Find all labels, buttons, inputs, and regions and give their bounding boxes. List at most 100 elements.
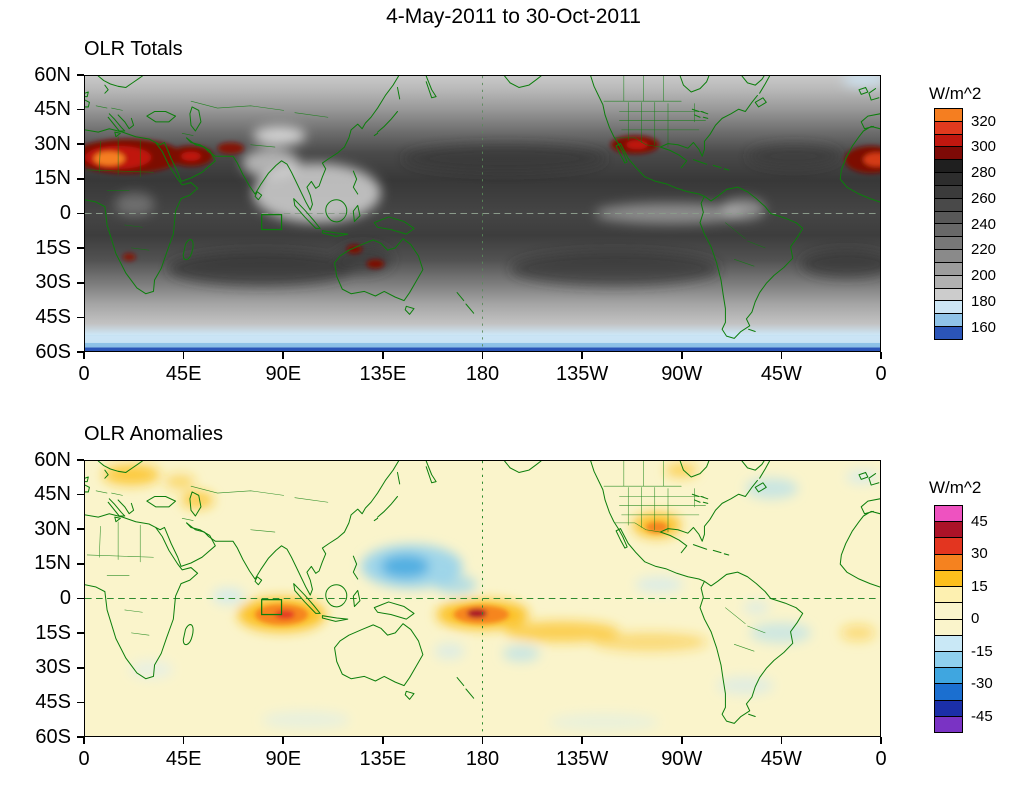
lat-tick-label: 60S xyxy=(35,340,71,363)
colorbar-tick-label: 15 xyxy=(971,577,988,595)
region-box xyxy=(261,599,283,616)
lat-tick-label: 0 xyxy=(59,202,71,224)
lat-tick-label: 30N xyxy=(34,517,71,540)
tick-mark xyxy=(77,528,84,531)
tick-mark xyxy=(77,178,84,180)
region-box xyxy=(261,214,283,231)
tick-mark xyxy=(77,563,84,565)
lon-tick-label: 90E xyxy=(265,748,302,770)
colorbar-box xyxy=(935,198,962,212)
tick-mark xyxy=(581,352,583,359)
lat-tick-label: 15S xyxy=(35,236,71,259)
figure-title: 4-May-2011 to 30-Oct-2011 xyxy=(386,5,641,28)
tick-mark xyxy=(77,247,84,249)
tick-mark xyxy=(77,74,84,76)
lon-tick-label: 180 xyxy=(465,748,500,770)
colorbar-tick-label: 240 xyxy=(971,215,997,233)
colorbar-box xyxy=(935,651,962,669)
map-olr-anomalies xyxy=(84,460,881,737)
lat-tick-label: 45N xyxy=(34,98,71,121)
lat-tick-label: 45S xyxy=(35,305,71,328)
tick-mark xyxy=(880,352,882,359)
tick-mark xyxy=(382,352,384,359)
colorbar-box xyxy=(935,134,962,148)
colorbar-tick-label: 280 xyxy=(971,164,997,181)
tick-mark xyxy=(780,737,783,744)
map-olr-totals xyxy=(84,75,881,352)
colorbar-box xyxy=(935,109,962,122)
lon-tick-label: 45E xyxy=(165,748,202,770)
lon-tick-label: 135E xyxy=(359,748,407,770)
colorbar-box xyxy=(935,570,962,588)
tick-mark xyxy=(581,737,583,744)
lon-tick-label: 135W xyxy=(556,363,609,385)
lon-tick-label: 45E xyxy=(165,363,202,385)
colorbar-tick-label: 30 xyxy=(971,545,988,562)
lat-tick-label: 30S xyxy=(35,271,71,294)
lon-tick-label: 90W xyxy=(661,748,703,770)
colorbar-tick-label: 220 xyxy=(971,241,997,259)
world-map-svg-totals xyxy=(85,76,880,351)
lat-tick-label: 15N xyxy=(34,167,71,190)
colorbar-box xyxy=(935,237,962,251)
colorbar-anomalies xyxy=(934,505,963,733)
tick-mark xyxy=(680,352,683,359)
lon-tick-label: 135E xyxy=(359,363,407,385)
colorbar-title-totals: W/m^2 xyxy=(929,84,982,103)
tick-mark xyxy=(77,316,84,319)
colorbar-box xyxy=(935,173,962,186)
tick-mark xyxy=(282,737,285,744)
lat-axis-anomalies: 60N 45N 30N 15N 0 15S 30S 45S 60S xyxy=(0,449,84,748)
colorbar-title-anomalies: W/m^2 xyxy=(929,478,982,497)
colorbar-box xyxy=(935,522,962,539)
colorbar-tick-label: 200 xyxy=(971,267,997,284)
tick-mark xyxy=(77,459,84,461)
lat-tick-label: 60S xyxy=(35,725,71,748)
tick-mark xyxy=(77,632,84,634)
tick-mark xyxy=(77,493,84,496)
colorbar-box xyxy=(935,327,962,339)
tick-mark xyxy=(83,352,85,359)
colorbar-box xyxy=(935,211,962,225)
tick-mark xyxy=(77,736,84,738)
olr-anomaly-smooth-features xyxy=(102,463,879,732)
panel-title-olr-anomalies: OLR Anomalies xyxy=(84,423,223,445)
tick-mark xyxy=(83,737,85,744)
colorbar-box xyxy=(935,554,962,571)
tick-mark xyxy=(182,352,185,359)
colorbar-box xyxy=(935,603,962,620)
lon-axis-totals: 0 45E 90E 135E 180 135W 90W 45W 0 xyxy=(78,352,887,390)
tick-mark xyxy=(77,666,84,669)
tick-mark xyxy=(77,351,84,353)
tick-mark xyxy=(77,108,84,111)
tick-mark xyxy=(780,352,783,359)
colorbar-box xyxy=(935,314,962,328)
colorbar-tick-label: -45 xyxy=(971,707,993,725)
lon-axis-anomalies: 0 45E 90E 135E 180 135W 90W 45W 0 xyxy=(78,737,887,775)
colorbar-box xyxy=(935,147,962,161)
colorbar-box xyxy=(935,301,962,315)
lon-tick-label: 90W xyxy=(661,363,703,385)
colorbar-box xyxy=(935,587,962,604)
lat-tick-label: 60N xyxy=(34,63,71,86)
lon-tick-label: 0 xyxy=(875,748,887,770)
colorbar-tick-label: -30 xyxy=(971,675,993,692)
tick-mark xyxy=(77,701,84,704)
tick-mark xyxy=(182,737,185,744)
colorbar-box xyxy=(935,275,962,289)
lat-tick-label: 45N xyxy=(34,483,71,506)
colorbar-box xyxy=(935,185,962,199)
colorbar-box xyxy=(935,684,962,701)
colorbar-box xyxy=(935,262,962,276)
tick-mark xyxy=(680,737,683,744)
tick-mark xyxy=(77,281,84,284)
lon-tick-label: 180 xyxy=(465,363,500,385)
colorbar-box xyxy=(935,668,962,685)
colorbar-box xyxy=(935,506,962,523)
world-map-svg-anomalies xyxy=(85,461,880,736)
tick-mark xyxy=(77,212,84,215)
tick-mark xyxy=(77,597,84,600)
panel-title-olr-totals: OLR Totals xyxy=(84,38,183,60)
lon-tick-label: 0 xyxy=(78,748,90,770)
